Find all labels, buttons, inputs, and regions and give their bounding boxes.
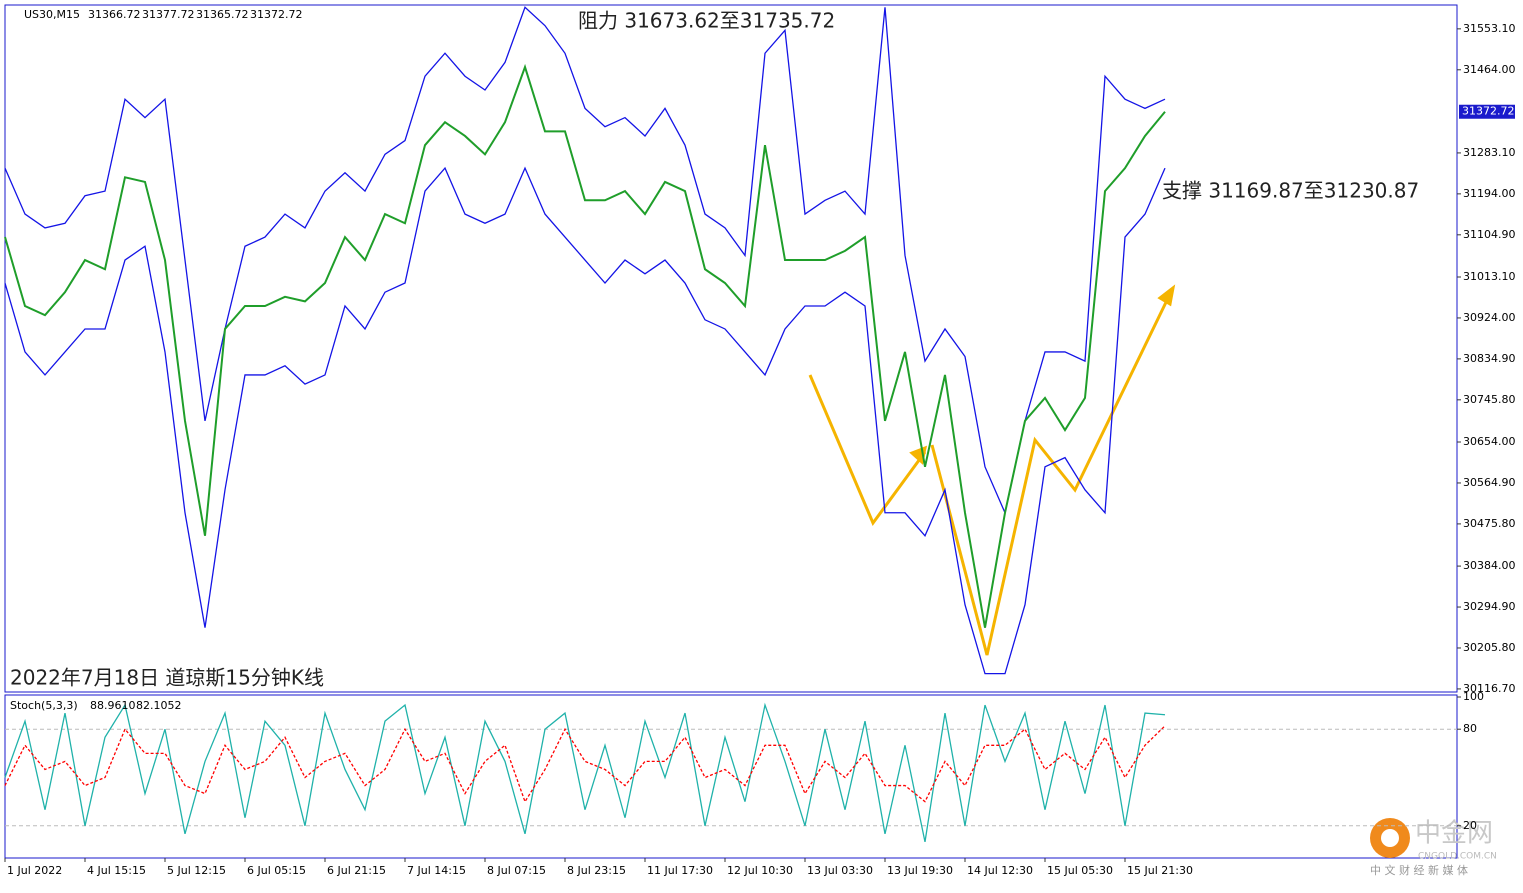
arrow: [808, 374, 927, 527]
x-tick-label: 1 Jul 2022: [7, 864, 62, 877]
series-line: [4, 6, 1166, 515]
y-tick-label: 31283.10: [1463, 146, 1516, 159]
main-frame: [4, 4, 1458, 693]
x-tick-label: 6 Jul 05:15: [247, 864, 306, 877]
x-tick-label: 8 Jul 23:15: [567, 864, 626, 877]
ohlc: 31365.72: [196, 8, 249, 21]
ohlc: 31366.72: [88, 8, 141, 21]
y-tick-label: 30654.00: [1463, 435, 1516, 448]
indicator-title: Stoch(5,3,3): [10, 699, 78, 712]
x-tick-label: 13 Jul 19:30: [887, 864, 953, 877]
last-price-box: [1459, 104, 1515, 119]
y-tick-label: 100: [1463, 690, 1484, 703]
y-tick-label: 30924.00: [1463, 311, 1516, 324]
ohlc: 31377.72: [142, 8, 195, 21]
watermark: CNGOLD.COM.CN: [1418, 852, 1497, 862]
series-line: [4, 725, 1166, 804]
watermark: 中金网: [1415, 819, 1493, 849]
y-tick-label: 80: [1463, 722, 1477, 735]
x-tick-label: 6 Jul 21:15: [327, 864, 386, 877]
symbol: US30,M15: [24, 8, 80, 21]
last-price: 31372.72: [1462, 105, 1515, 118]
y-tick-label: 20: [1463, 819, 1477, 832]
series-line: [4, 702, 1166, 843]
y-tick-label: 30116.70: [1463, 682, 1516, 695]
y-tick-label: 30745.80: [1463, 393, 1516, 406]
watermark: 中 文 财 经 新 媒 体: [1370, 863, 1468, 877]
y-tick-label: 31553.10: [1463, 22, 1516, 35]
x-tick-label: 14 Jul 12:30: [967, 864, 1033, 877]
y-tick-label: 31464.00: [1463, 63, 1516, 76]
y-tick-label: 30564.90: [1463, 476, 1516, 489]
x-tick-label: 8 Jul 07:15: [487, 864, 546, 877]
x-tick-label: 12 Jul 10:30: [727, 864, 793, 877]
y-tick-label: 31194.00: [1463, 187, 1516, 200]
arrow: [930, 293, 1172, 656]
series-line: [4, 166, 1166, 675]
x-tick-label: 15 Jul 21:30: [1127, 864, 1193, 877]
y-tick-label: 31013.10: [1463, 270, 1516, 283]
y-tick-label: 30475.80: [1463, 517, 1516, 530]
arrowhead: [1157, 284, 1176, 307]
x-tick-label: 4 Jul 15:15: [87, 864, 146, 877]
y-tick-label: 30294.90: [1463, 600, 1516, 613]
y-tick-label: 30834.90: [1463, 352, 1516, 365]
x-tick-label: 15 Jul 05:30: [1047, 864, 1113, 877]
pattern-arrows: [808, 284, 1176, 656]
x-tick-label: 5 Jul 12:15: [167, 864, 226, 877]
x-tick-label: 7 Jul 14:15: [407, 864, 466, 877]
indicator-value: 82.1052: [136, 699, 182, 712]
x-tick-label: 11 Jul 17:30: [647, 864, 713, 877]
logo: [1381, 829, 1399, 847]
y-tick-label: 31104.90: [1463, 228, 1516, 241]
y-tick-label: 30205.80: [1463, 641, 1516, 654]
x-tick-label: 13 Jul 03:30: [807, 864, 873, 877]
y-tick-label: 30384.00: [1463, 559, 1516, 572]
ohlc: 31372.72: [250, 8, 303, 21]
series-line: [4, 63, 1166, 628]
support: 支撑 31169.87至31230.87: [1162, 179, 1419, 203]
caption: 2022年7月18日 道琼斯15分钟K线: [10, 666, 324, 690]
resistance: 阻力 31673.62至31735.72: [578, 9, 835, 33]
indicator-value: 88.9610: [90, 699, 136, 712]
